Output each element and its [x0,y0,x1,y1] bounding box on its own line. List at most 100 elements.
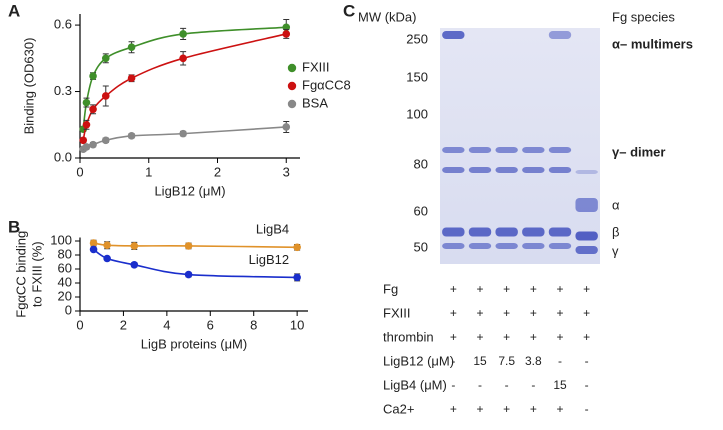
series-label: LigB4 [256,222,289,237]
condition-value: 7.5 [498,354,515,368]
condition-value: + [583,282,590,296]
legend-marker [287,81,297,91]
condition-value: + [530,402,537,416]
mw-title: MW (kDa) [358,9,417,24]
condition-value: + [583,306,590,320]
species-label: γ– dimer [612,144,665,159]
species-label: α [612,197,620,212]
data-point [103,241,111,249]
gel-band [468,227,492,237]
fit-curve [93,242,298,249]
condition-label: FXIII [383,305,410,320]
condition-value: + [450,282,457,296]
condition-label: LigB4 (μM) [383,377,447,392]
x-tick-label: 6 [207,317,214,332]
y-tick-label: 0.0 [54,149,72,164]
data-point [127,132,136,140]
data-point [89,72,97,80]
data-point [130,242,139,250]
condition-value: + [556,282,563,296]
gel-band [442,31,465,39]
condition-value: + [476,306,483,320]
x-tick-label: 8 [250,317,257,332]
gel-band [442,243,465,249]
condition-value: + [530,282,537,296]
data-point [282,30,291,38]
gel-band [468,147,492,153]
data-point [89,239,98,247]
condition-value: - [585,402,589,416]
x-tick-label: 1 [145,164,152,179]
data-point [127,43,136,52]
condition-value: - [585,354,589,368]
gel-band [548,31,572,39]
species-label: α– multimers [612,36,693,51]
condition-value: 15 [553,378,567,392]
data-point [293,243,301,252]
condition-value: + [450,402,457,416]
gel-band [575,246,598,254]
y-axis-label: Binding (OD630) [21,38,36,135]
mw-label: 80 [414,156,428,171]
condition-value: - [585,378,589,392]
x-tick-label: 3 [283,164,290,179]
condition-value: - [558,354,562,368]
x-tick-label: 2 [214,164,221,179]
y-tick-label: 80 [58,246,72,261]
gel-image [440,28,600,264]
y-tick-label: 100 [50,232,72,247]
gel-band [522,147,545,153]
mw-label: 100 [406,106,428,121]
data-point [282,123,291,131]
x-axis-label: LigB proteins (μM) [141,336,247,351]
y-axis-label: FgαCC binding [13,231,28,318]
mw-label: 150 [406,69,428,84]
condition-value: + [503,330,510,344]
gel-band [548,243,572,249]
data-point [82,120,91,129]
condition-value: - [531,378,535,392]
gel-band [575,198,598,212]
data-point [101,54,110,63]
data-point [89,105,97,114]
gel-band [442,147,465,153]
gel-band [522,243,545,249]
condition-value: - [451,378,455,392]
data-point [82,143,91,151]
data-point [82,98,91,107]
data-point [89,140,97,149]
gel-band [548,167,572,173]
species-label: β [612,224,619,239]
condition-value: + [556,402,563,416]
condition-value: + [503,306,510,320]
mw-label: 250 [406,31,428,46]
x-tick-label: 0 [76,317,83,332]
legend-label: BSA [302,95,328,110]
condition-value: - [451,354,455,368]
legend-label: FgαCC8 [302,77,351,92]
legend-label: FXIII [302,59,329,74]
y-tick-label: 20 [58,288,72,303]
gel-band [575,170,598,174]
panel-letter: A [8,1,20,20]
condition-value: + [556,306,563,320]
gel-band [548,227,572,237]
x-axis-label: LigB12 (μM) [154,183,225,198]
fit-curve [82,33,287,141]
fit-curve [82,26,287,130]
condition-value: - [478,378,482,392]
gel-band [442,167,465,173]
gel-band [442,227,465,237]
y-tick-label: 40 [58,274,72,289]
condition-value: + [583,330,590,344]
condition-label: thrombin [383,329,434,344]
condition-value: 15 [473,354,487,368]
species-title: Fg species [612,9,675,24]
data-point [184,270,193,279]
condition-value: + [503,282,510,296]
gel-band [495,243,518,249]
gel-band [468,167,492,173]
condition-value: + [530,330,537,344]
condition-value: + [530,306,537,320]
condition-value: + [476,330,483,344]
